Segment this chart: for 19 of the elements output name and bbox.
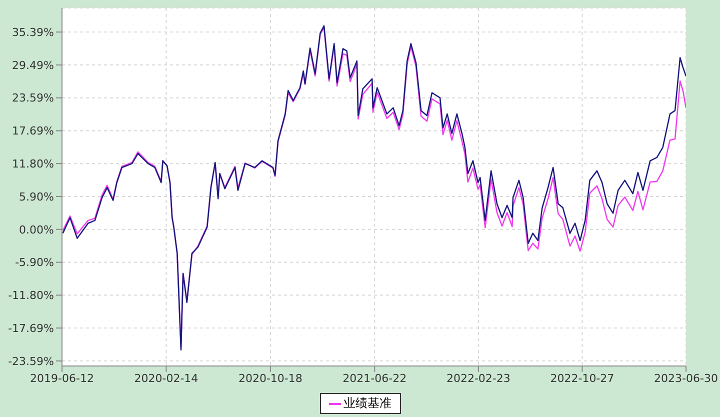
y-tick-label: 29.49%: [12, 58, 54, 72]
x-tick-label: 2022-02-23: [446, 372, 510, 385]
y-tick-label: 11.80%: [12, 157, 54, 170]
y-tick-label: -11.80%: [8, 289, 54, 302]
x-tick-label: 2019-06-12: [30, 372, 94, 385]
x-tick-label: 2023-06-30: [654, 372, 718, 385]
y-tick-label: 0.00%: [19, 223, 54, 236]
y-tick-label: -5.90%: [15, 256, 54, 270]
y-tick-label: 23.59%: [12, 92, 54, 105]
y-tick-label: -23.59%: [8, 354, 54, 368]
x-tick-label: 2020-02-14: [134, 372, 198, 385]
x-tick-label: 2020-10-18: [238, 372, 302, 385]
y-tick-label: 5.90%: [19, 190, 54, 204]
x-tick-label: 2021-06-22: [342, 372, 407, 385]
legend-label: 业绩基准: [344, 395, 392, 412]
y-tick-label: 35.39%: [12, 26, 54, 39]
x-tick-label: 2022-10-27: [550, 372, 614, 385]
y-tick-label: -17.69%: [8, 322, 54, 335]
y-tick-label: 17.69%: [12, 124, 54, 138]
